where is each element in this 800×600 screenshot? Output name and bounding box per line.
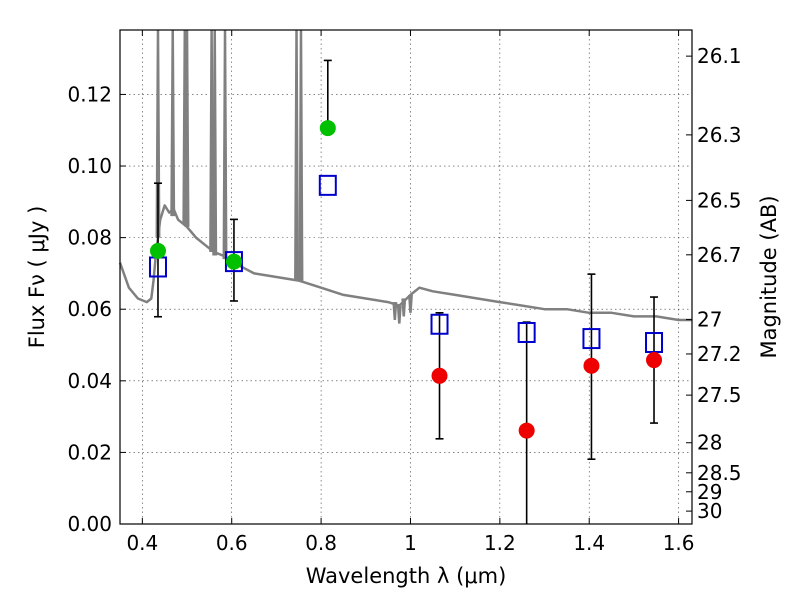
y-axis-ticks: 0.00 0.02 0.04 0.06 0.08 0.10 0.12 — [67, 82, 126, 536]
spectrum-spike — [170, 29, 176, 217]
x-axis-ticks: 0.4 0.6 0.8 1 1.2 1.4 1.6 — [126, 30, 695, 555]
right-tick-label: 26.5 — [697, 188, 742, 212]
right-axis-label: Magnitude (AB) — [757, 195, 781, 358]
spectrum-spike — [408, 294, 413, 313]
model-flux-square — [318, 174, 337, 196]
observed-flux-point — [149, 242, 166, 259]
spectrum-spike — [396, 305, 402, 324]
y-tick-label: 0.04 — [67, 369, 112, 393]
right-tick-label: 26.1 — [697, 44, 742, 68]
spectrum-spike — [294, 29, 299, 281]
right-tick-label: 27.5 — [697, 383, 742, 407]
y-tick-label: 0.08 — [67, 226, 112, 250]
observed-flux-point — [225, 253, 242, 270]
model-flux-square — [582, 328, 601, 350]
x-tick-label: 0.6 — [216, 531, 248, 555]
spectrum-spike — [184, 29, 190, 227]
observed-flux-point — [319, 120, 336, 137]
right-tick-label: 28.5 — [697, 461, 742, 485]
model-flux-square — [430, 313, 449, 335]
y-tick-label: 0.06 — [67, 297, 112, 321]
right-tick-label: 26.3 — [697, 123, 742, 147]
data-markers — [148, 120, 664, 439]
right-tick-label: 27.2 — [697, 342, 742, 366]
x-axis-label: Wavelength λ (μm) — [306, 564, 507, 588]
x-tick-label: 1.6 — [663, 531, 695, 555]
spectrum-spike — [298, 29, 304, 281]
observed-flux-point — [431, 367, 448, 384]
spectrum-spike — [392, 301, 398, 321]
y-tick-label: 0.10 — [67, 154, 112, 178]
model-flux-square — [645, 332, 664, 354]
spectrum-line — [118, 204, 692, 322]
spectrum-spike — [209, 29, 215, 252]
x-tick-label: 1 — [404, 531, 417, 555]
spectrum-spike — [212, 29, 218, 256]
y-tick-label: 0.02 — [67, 440, 112, 464]
model-flux-square — [517, 321, 536, 343]
x-tick-label: 1.4 — [573, 531, 605, 555]
y-axis-label: Flux Fν ( μJy ) — [25, 206, 49, 349]
right-tick-label: 30 — [697, 499, 722, 523]
grid-lines — [120, 30, 692, 524]
x-tick-label: 0.8 — [305, 531, 337, 555]
model-spectrum — [118, 29, 692, 324]
y-tick-label: 0.12 — [67, 82, 112, 106]
y-tick-label: 0.00 — [67, 512, 112, 536]
spectrum-spike — [222, 29, 228, 260]
spectrum-spike — [401, 298, 407, 317]
error-bars — [153, 59, 659, 524]
observed-flux-point — [646, 352, 663, 369]
observed-flux-point — [518, 422, 535, 439]
right-tick-label: 27 — [697, 308, 722, 332]
x-tick-label: 0.4 — [126, 531, 158, 555]
x-tick-label: 1.2 — [484, 531, 516, 555]
right-tick-label: 26.7 — [697, 243, 742, 267]
right-tick-label: 28 — [697, 431, 722, 455]
observed-flux-point — [583, 357, 600, 374]
right-tick-label: 29 — [697, 480, 722, 504]
plot-frame — [119, 29, 693, 525]
